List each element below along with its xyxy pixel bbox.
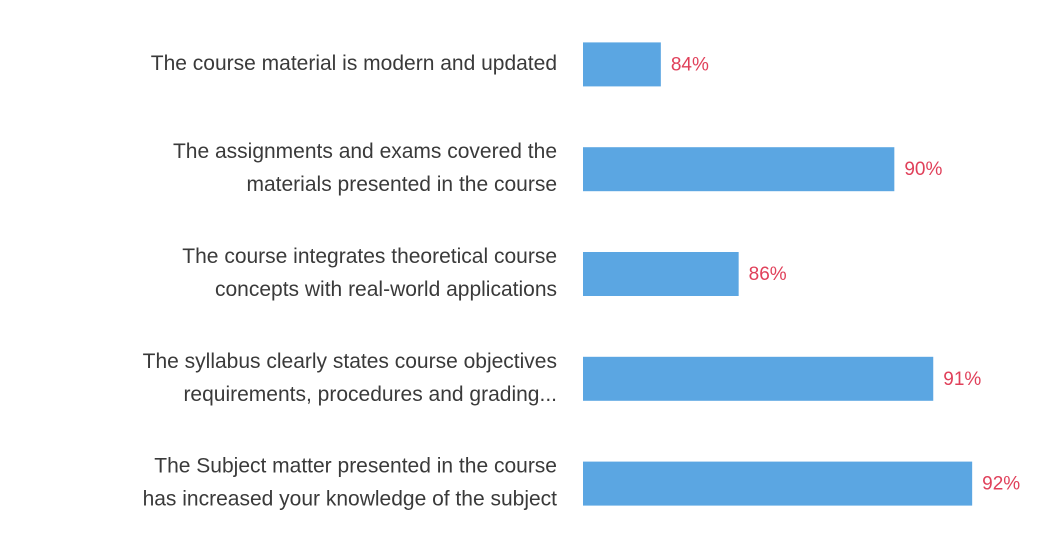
value-label: 91% [943, 369, 981, 390]
category-label: The assignments and exams covered the [173, 140, 557, 163]
value-label: 90% [904, 159, 942, 180]
bar [583, 42, 661, 87]
category-label: The course material is modern and update… [151, 52, 557, 75]
bar [583, 147, 895, 192]
value-label: 84% [671, 54, 709, 75]
value-label: 86% [749, 264, 787, 285]
category-label: The Subject matter presented in the cour… [154, 455, 557, 478]
category-label: The course integrates theoretical course [182, 245, 557, 268]
bar [583, 461, 973, 506]
category-label: The syllabus clearly states course objec… [143, 350, 557, 373]
bar [583, 252, 739, 296]
category-label: has increased your knowledge of the subj… [143, 488, 558, 511]
bar [583, 356, 934, 401]
category-label: materials presented in the course [247, 173, 558, 196]
value-label: 92% [982, 474, 1020, 495]
category-label: concepts with real-world applications [215, 278, 557, 301]
category-label: requirements, procedures and grading... [183, 383, 557, 406]
